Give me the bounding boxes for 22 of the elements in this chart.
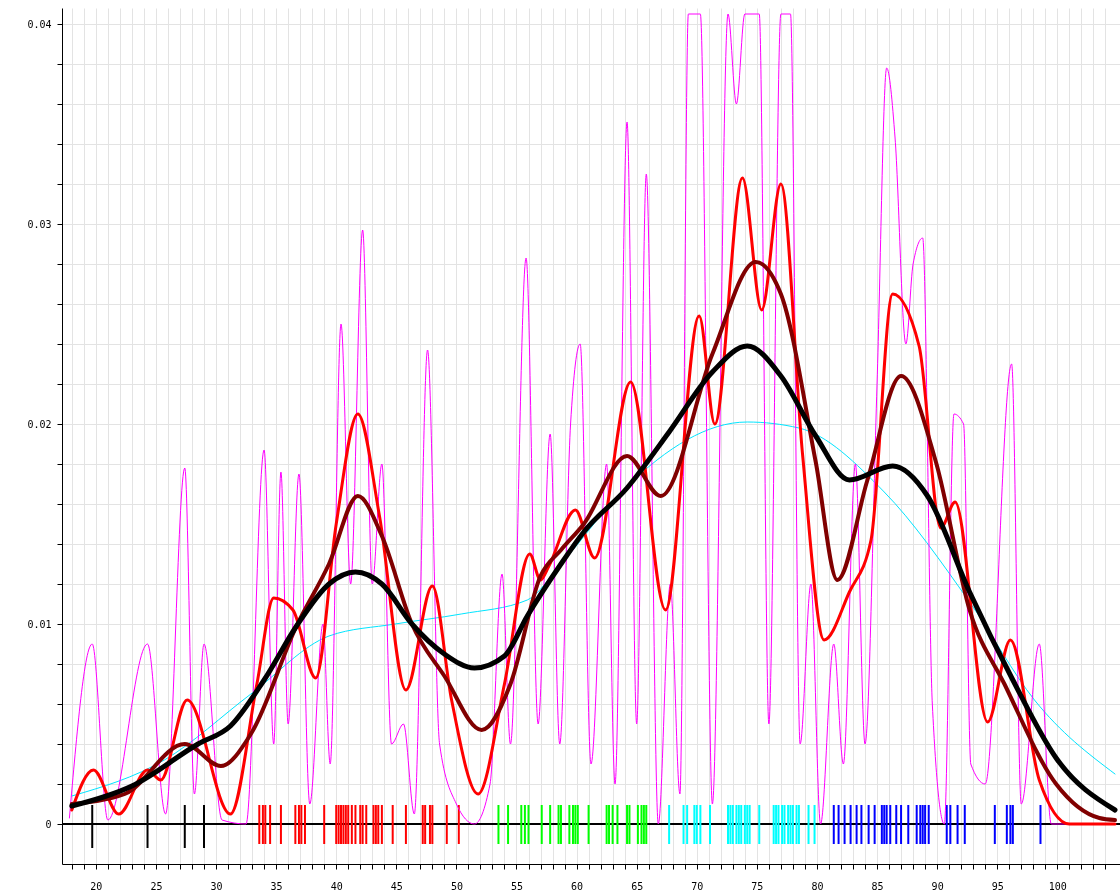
y-tick-label: 0.02 xyxy=(27,418,52,430)
x-tick-label: 50 xyxy=(450,880,463,892)
y-tick-label: 0.03 xyxy=(27,218,52,230)
x-tick-label: 45 xyxy=(390,880,403,892)
x-tick-label: 80 xyxy=(811,880,824,892)
x-tick-label: 85 xyxy=(871,880,884,892)
x-tick-label: 55 xyxy=(510,880,524,892)
x-tick-label: 60 xyxy=(571,880,584,892)
x-tick-label: 70 xyxy=(691,880,704,892)
x-tick-label: 100 xyxy=(1048,880,1067,892)
y-tick-label: 0.04 xyxy=(27,18,52,30)
x-tick-label: 35 xyxy=(270,880,283,892)
x-tick-label: 25 xyxy=(150,880,163,892)
x-tick-label: 75 xyxy=(751,880,764,892)
x-tick-label: 40 xyxy=(330,880,343,892)
y-tick-label: 0 xyxy=(45,818,52,830)
x-tick-label: 65 xyxy=(631,880,644,892)
y-tick-label: 0.01 xyxy=(27,618,52,630)
x-tick-label: 95 xyxy=(991,880,1004,892)
x-tick-label: 20 xyxy=(90,880,103,892)
x-tick-label: 90 xyxy=(931,880,944,892)
x-tick-label: 30 xyxy=(210,880,223,892)
